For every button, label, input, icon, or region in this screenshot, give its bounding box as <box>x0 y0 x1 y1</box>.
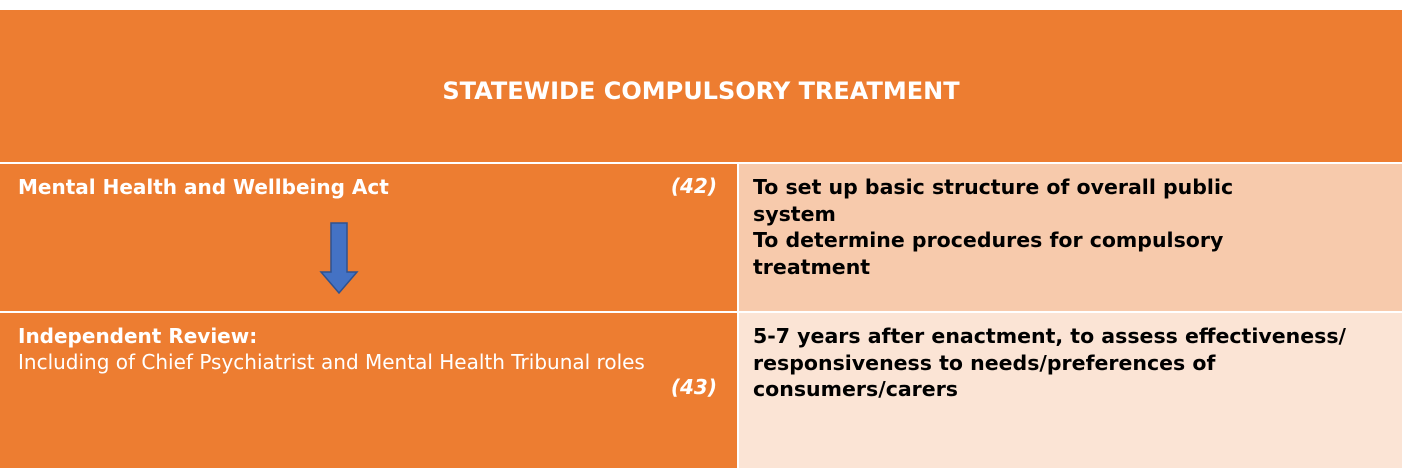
row-left: Independent Review: Including of Chief P… <box>0 313 737 468</box>
reference: (42) <box>670 174 717 198</box>
row-text: Including of Chief Psychiatrist and Ment… <box>18 350 645 374</box>
row-title: Independent Review: <box>18 324 258 348</box>
description: To determine procedures for compulsory t… <box>753 228 1224 279</box>
row-title: Mental Health and Wellbeing Act <box>18 175 389 199</box>
reference: (43) <box>670 375 717 399</box>
down-arrow <box>319 222 359 294</box>
header: STATEWIDE COMPULSORY TREATMENT <box>0 10 1402 162</box>
header-title: STATEWIDE COMPULSORY TREATMENT <box>442 77 960 105</box>
row-left: Mental Health and Wellbeing Act (42) <box>0 164 737 311</box>
row-right: 5-7 years after enactment, to assess eff… <box>739 313 1402 468</box>
description: 5-7 years after enactment, to assess eff… <box>753 324 1347 402</box>
description: To set up basic structure of overall pub… <box>753 175 1234 226</box>
row-right: To set up basic structure of overall pub… <box>739 164 1402 311</box>
